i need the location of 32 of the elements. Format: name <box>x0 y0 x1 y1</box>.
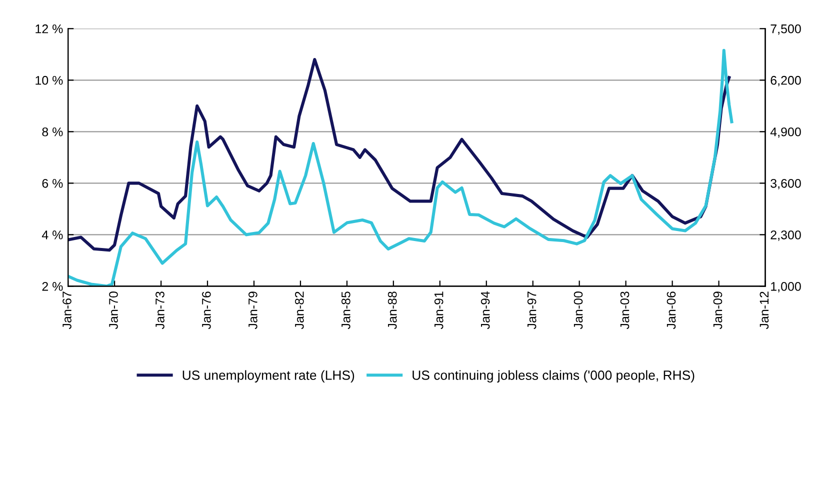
x-tick-label: Jan-12 <box>760 292 769 330</box>
line-series <box>68 48 734 286</box>
y-tick-label: 12 % <box>36 24 63 34</box>
x-tick-label: Jan-97 <box>527 292 536 330</box>
legend-label: US continuing jobless claims ('000 people, RHS) <box>412 370 694 382</box>
line-series <box>68 58 731 252</box>
y-tick-label: 10 % <box>36 76 63 85</box>
x-tick-label: Jan-09 <box>713 292 722 330</box>
y2-tick-label: 7,500 <box>770 24 801 35</box>
y2-tick-label: 1,000 <box>771 282 801 292</box>
x-tick-label: Jan-88 <box>388 292 397 330</box>
x-tick-label: Jan-85 <box>341 292 350 330</box>
y-tick-label: 4 % <box>42 230 63 240</box>
x-tick-label: Jan-94 <box>480 291 490 330</box>
y-tick-label: 8 % <box>42 127 63 136</box>
x-tick-label: Jan-00 <box>574 292 583 330</box>
legend-label: US unemployment rate (LHS) <box>182 370 354 382</box>
y-tick-label: 2 % <box>42 282 63 291</box>
x-tick-label: Jan-73 <box>156 292 164 330</box>
y2-tick-label: 2,300 <box>770 230 801 241</box>
x-tick-label: Jan-06 <box>666 292 676 330</box>
y2-tick-label: 4,900 <box>770 127 801 138</box>
x-tick-label: Jan-82 <box>294 292 304 330</box>
y-tick-label: 6 % <box>42 178 63 188</box>
x-tick-label: Jan-70 <box>109 292 118 330</box>
x-tick-label: Jan-03 <box>620 292 630 330</box>
x-tick-label: Jan-79 <box>248 292 258 330</box>
x-tick-label: Jan-76 <box>202 292 211 330</box>
y2-tick-label: 6,200 <box>770 76 801 86</box>
y2-tick-label: 3,600 <box>770 178 801 190</box>
x-tick-label: Jan-67 <box>62 292 72 330</box>
x-tick-label: Jan-91 <box>434 292 444 330</box>
